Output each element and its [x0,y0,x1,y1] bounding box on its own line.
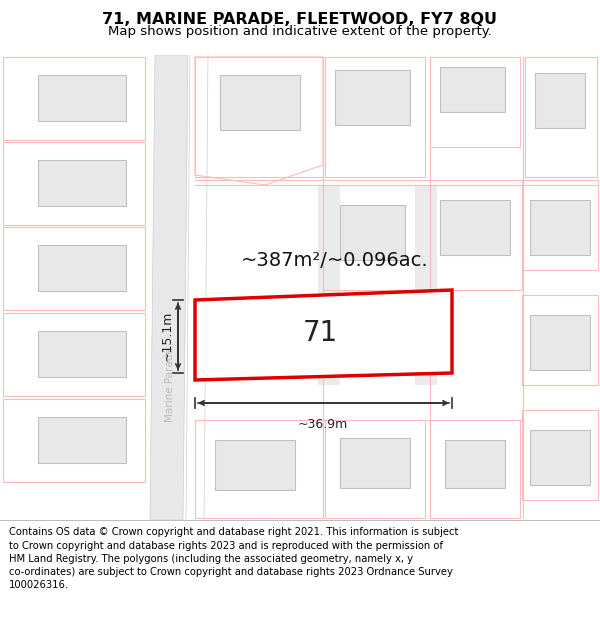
Bar [38,160,126,206]
Bar [535,73,585,128]
Bar [38,331,126,377]
Bar [522,180,598,270]
Bar [3,142,145,225]
Bar [340,438,410,488]
Bar [525,57,597,177]
Bar [430,57,520,147]
Bar [522,295,598,385]
Bar [3,313,145,396]
Bar [445,440,505,488]
Bar [522,410,598,500]
Bar [3,227,145,310]
Bar [430,420,520,518]
Bar [530,200,590,255]
Bar [38,245,126,291]
Text: 71, MARINE PARADE, FLEETWOOD, FY7 8QU: 71, MARINE PARADE, FLEETWOOD, FY7 8QU [103,12,497,27]
Bar [530,430,590,485]
Bar [325,420,425,518]
Bar [3,57,145,140]
Polygon shape [150,55,188,520]
Polygon shape [195,290,452,380]
Bar [530,315,590,370]
Bar [440,67,505,112]
Bar [3,399,145,482]
Bar [195,420,323,518]
Bar [440,200,510,255]
Text: Marine Parade: Marine Parade [165,348,175,423]
Bar [415,185,437,385]
Text: ~15.1m: ~15.1m [161,311,174,361]
Bar [325,57,425,177]
Text: ~36.9m: ~36.9m [298,418,348,431]
Text: ~387m²/~0.096ac.: ~387m²/~0.096ac. [241,251,429,269]
Bar [38,75,126,121]
Bar [323,185,430,290]
Bar [340,205,405,260]
Bar [215,440,295,490]
Text: 71: 71 [302,319,338,347]
Bar [430,185,522,290]
Bar [38,417,126,463]
Bar [318,185,340,385]
Text: Contains OS data © Crown copyright and database right 2021. This information is : Contains OS data © Crown copyright and d… [9,528,458,590]
Bar [220,75,300,130]
Bar [335,70,410,125]
Text: Map shows position and indicative extent of the property.: Map shows position and indicative extent… [108,26,492,39]
Bar [195,57,323,177]
